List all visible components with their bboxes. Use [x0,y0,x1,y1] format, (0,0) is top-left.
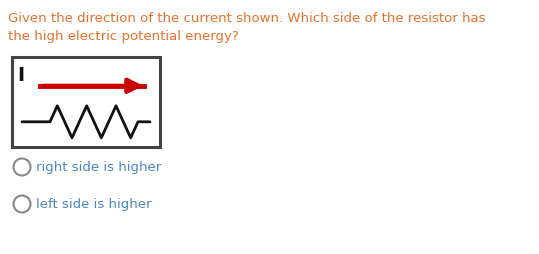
Text: right side is higher: right side is higher [37,161,162,174]
Text: the high electric potential energy?: the high electric potential energy? [8,30,239,43]
Text: Given the direction of the current shown. Which side of the resistor has: Given the direction of the current shown… [8,12,486,25]
Text: left side is higher: left side is higher [37,198,152,211]
Text: I: I [17,66,24,85]
Circle shape [13,159,31,176]
Bar [12,58,160,147]
Circle shape [13,196,31,213]
